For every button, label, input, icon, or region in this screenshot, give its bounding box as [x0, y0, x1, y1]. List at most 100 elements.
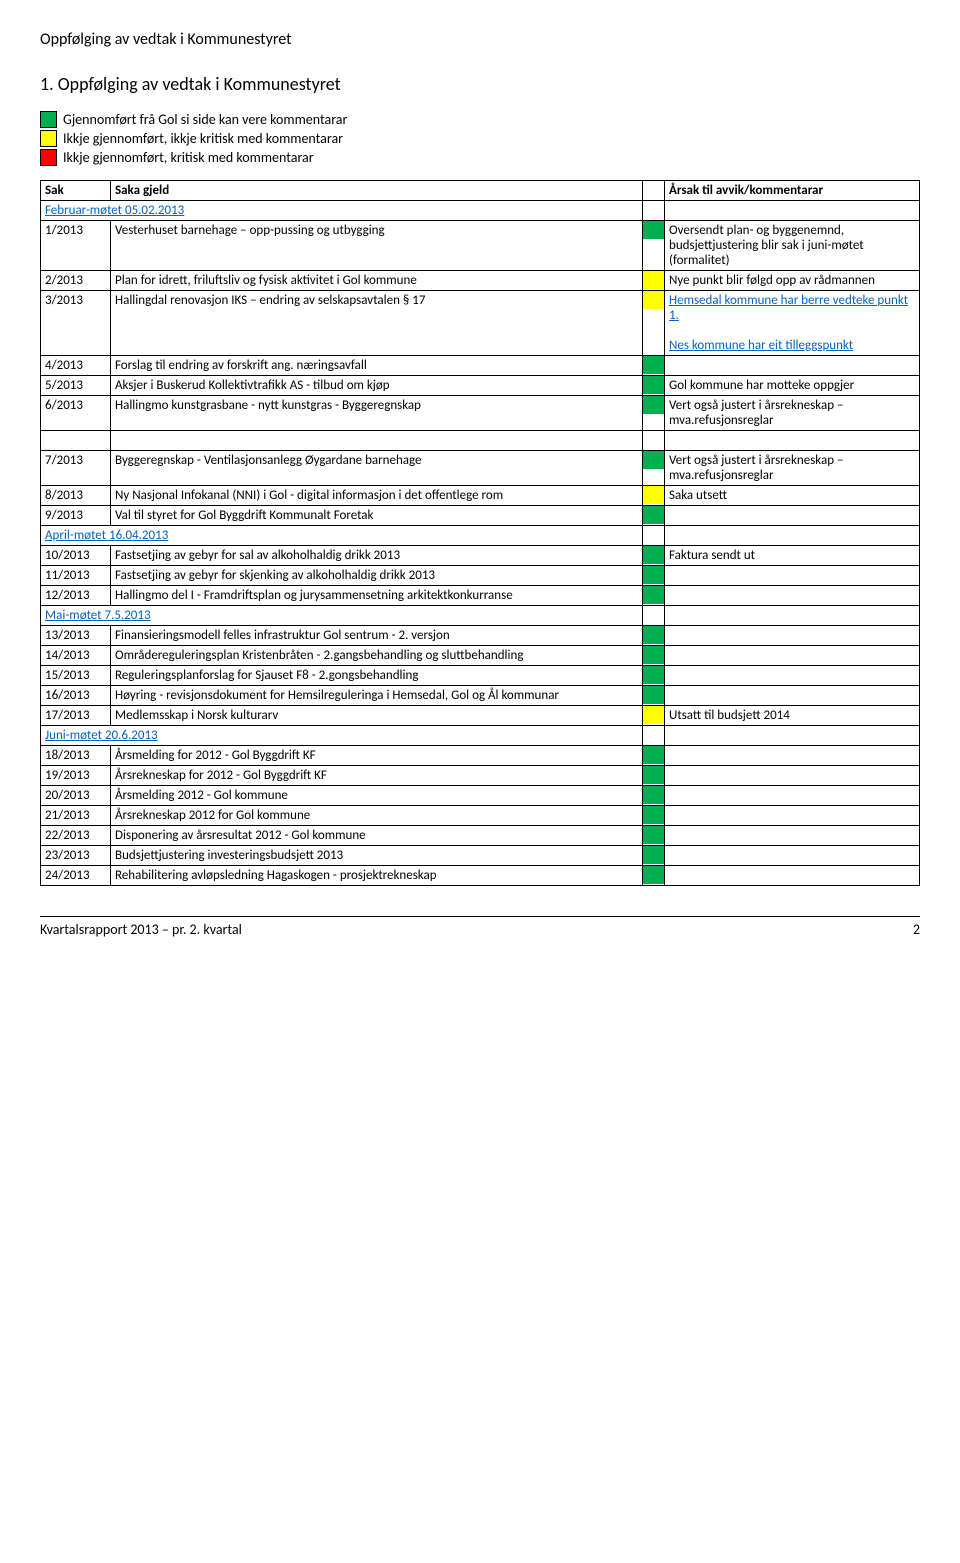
status-cell — [643, 586, 665, 606]
kommentar-link[interactable]: Nes kommune har eit tilleggspunkt — [669, 338, 853, 353]
kommentar-cell — [665, 726, 920, 746]
meeting-link[interactable]: Februar-møtet 05.02.2013 — [45, 203, 184, 218]
kommentar-cell — [665, 201, 920, 221]
legend-swatch — [40, 130, 57, 147]
status-cell — [643, 666, 665, 686]
table-row: 21/2013Årsrekneskap 2012 for Gol kommune — [41, 806, 920, 826]
status-swatch — [643, 546, 664, 564]
gjeld-cell: Fastsetjing av gebyr for sal av alkoholh… — [111, 546, 643, 566]
status-swatch — [643, 746, 664, 764]
status-cell — [643, 396, 665, 431]
status-swatch — [643, 846, 664, 864]
status-swatch — [643, 506, 664, 524]
kommentar-cell — [665, 586, 920, 606]
sak-cell: 23/2013 — [41, 846, 111, 866]
legend-swatch — [40, 111, 57, 128]
meeting-link[interactable]: Juni-møtet 20.6.2013 — [45, 728, 158, 743]
table-row: 11/2013Fastsetjing av gebyr for skjenkin… — [41, 566, 920, 586]
kommentar-cell — [665, 806, 920, 826]
blank-cell — [643, 431, 665, 451]
status-cell — [643, 526, 665, 546]
sak-cell: 9/2013 — [41, 506, 111, 526]
sak-cell: 1/2013 — [41, 221, 111, 271]
kommentar-cell: Vert også justert i årsrekneskap – mva.r… — [665, 396, 920, 431]
status-cell — [643, 746, 665, 766]
table-row: 7/2013Byggeregnskap - Ventilasjonsanlegg… — [41, 451, 920, 486]
sak-cell: 16/2013 — [41, 686, 111, 706]
kommentar-cell — [665, 566, 920, 586]
gjeld-cell: Årsmelding 2012 - Gol kommune — [111, 786, 643, 806]
section-title: 1. Oppfølging av vedtak i Kommunestyret — [40, 73, 920, 95]
legend-label: Ikkje gjennomført, kritisk med kommentar… — [63, 149, 314, 166]
gjeld-cell: Ny Nasjonal Infokanal (NNI) i Gol - digi… — [111, 486, 643, 506]
kommentar-cell: Gol kommune har motteke oppgjer — [665, 376, 920, 396]
table-row: 9/2013Val til styret for Gol Byggdrift K… — [41, 506, 920, 526]
sak-cell: 22/2013 — [41, 826, 111, 846]
table-row: 20/2013Årsmelding 2012 - Gol kommune — [41, 786, 920, 806]
status-swatch — [643, 666, 664, 684]
status-swatch — [643, 356, 664, 374]
table-row: 3/2013Hallingdal renovasjon IKS – endrin… — [41, 291, 920, 356]
status-swatch — [643, 646, 664, 664]
legend-row: Ikkje gjennomført, kritisk med kommentar… — [40, 149, 920, 166]
table-row: 12/2013Hallingmo del I - Framdriftsplan … — [41, 586, 920, 606]
status-swatch — [643, 626, 664, 644]
kommentar-cell — [665, 846, 920, 866]
header-sak: Sak — [41, 181, 111, 201]
header-kommentar: Årsak til avvik/kommentarar — [665, 181, 920, 201]
status-cell — [643, 451, 665, 486]
status-cell — [643, 806, 665, 826]
status-swatch — [643, 376, 664, 394]
gjeld-cell: Områdereguleringsplan Kristenbråten - 2.… — [111, 646, 643, 666]
status-swatch — [643, 451, 664, 469]
sak-cell: 17/2013 — [41, 706, 111, 726]
kommentar-cell — [665, 666, 920, 686]
gjeld-cell: Hallingdal renovasjon IKS – endring av s… — [111, 291, 643, 356]
status-swatch — [643, 706, 664, 724]
gjeld-cell: Årsmelding for 2012 - Gol Byggdrift KF — [111, 746, 643, 766]
table-row: 5/2013Aksjer i Buskerud Kollektivtrafikk… — [41, 376, 920, 396]
sak-cell: 21/2013 — [41, 806, 111, 826]
kommentar-cell — [665, 356, 920, 376]
table-row: 24/2013Rehabilitering avløpsledning Haga… — [41, 866, 920, 886]
status-cell — [643, 566, 665, 586]
kommentar-cell: Oversendt plan- og byggenemnd, budsjettj… — [665, 221, 920, 271]
sak-cell: 13/2013 — [41, 626, 111, 646]
sak-cell: 2/2013 — [41, 271, 111, 291]
status-cell — [643, 376, 665, 396]
kommentar-cell — [665, 786, 920, 806]
table-row: 13/2013Finansieringsmodell felles infras… — [41, 626, 920, 646]
header-status — [643, 181, 665, 201]
table-row: Juni-møtet 20.6.2013 — [41, 726, 920, 746]
status-swatch — [643, 566, 664, 584]
sak-cell: 15/2013 — [41, 666, 111, 686]
kommentar-cell: Utsatt til budsjett 2014 — [665, 706, 920, 726]
legend-label: Ikkje gjennomført, ikkje kritisk med kom… — [63, 130, 343, 147]
meeting-link[interactable]: Mai-møtet 7.5.2013 — [45, 608, 151, 623]
meeting-link[interactable]: April-møtet 16.04.2013 — [45, 528, 168, 543]
table-row: 8/2013Ny Nasjonal Infokanal (NNI) i Gol … — [41, 486, 920, 506]
table-row: 22/2013Disponering av årsresultat 2012 -… — [41, 826, 920, 846]
legend: Gjennomført frå Gol si side kan vere kom… — [40, 111, 920, 166]
sak-cell: 10/2013 — [41, 546, 111, 566]
sak-cell: 19/2013 — [41, 766, 111, 786]
gjeld-cell: Årsrekneskap 2012 for Gol kommune — [111, 806, 643, 826]
status-swatch — [643, 396, 664, 414]
table-row: 6/2013Hallingmo kunstgrasbane - nytt kun… — [41, 396, 920, 431]
sak-cell: 8/2013 — [41, 486, 111, 506]
gjeld-cell: Årsrekneskap for 2012 - Gol Byggdrift KF — [111, 766, 643, 786]
page-top-title: Oppfølging av vedtak i Kommunestyret — [40, 30, 920, 49]
kommentar-cell — [665, 606, 920, 626]
kommentar-cell: Saka utsett — [665, 486, 920, 506]
blank-cell — [41, 431, 111, 451]
legend-label: Gjennomført frå Gol si side kan vere kom… — [63, 111, 347, 128]
kommentar-cell — [665, 866, 920, 886]
gjeld-cell: Plan for idrett, friluftsliv og fysisk a… — [111, 271, 643, 291]
status-swatch — [643, 291, 664, 309]
status-swatch — [643, 866, 664, 884]
status-cell — [643, 686, 665, 706]
kommentar-link[interactable]: Hemsedal kommune har berre vedteke punkt… — [669, 293, 908, 323]
status-cell — [643, 646, 665, 666]
page-footer: Kvartalsrapport 2013 – pr. 2. kvartal 2 — [40, 916, 920, 938]
legend-swatch — [40, 149, 57, 166]
